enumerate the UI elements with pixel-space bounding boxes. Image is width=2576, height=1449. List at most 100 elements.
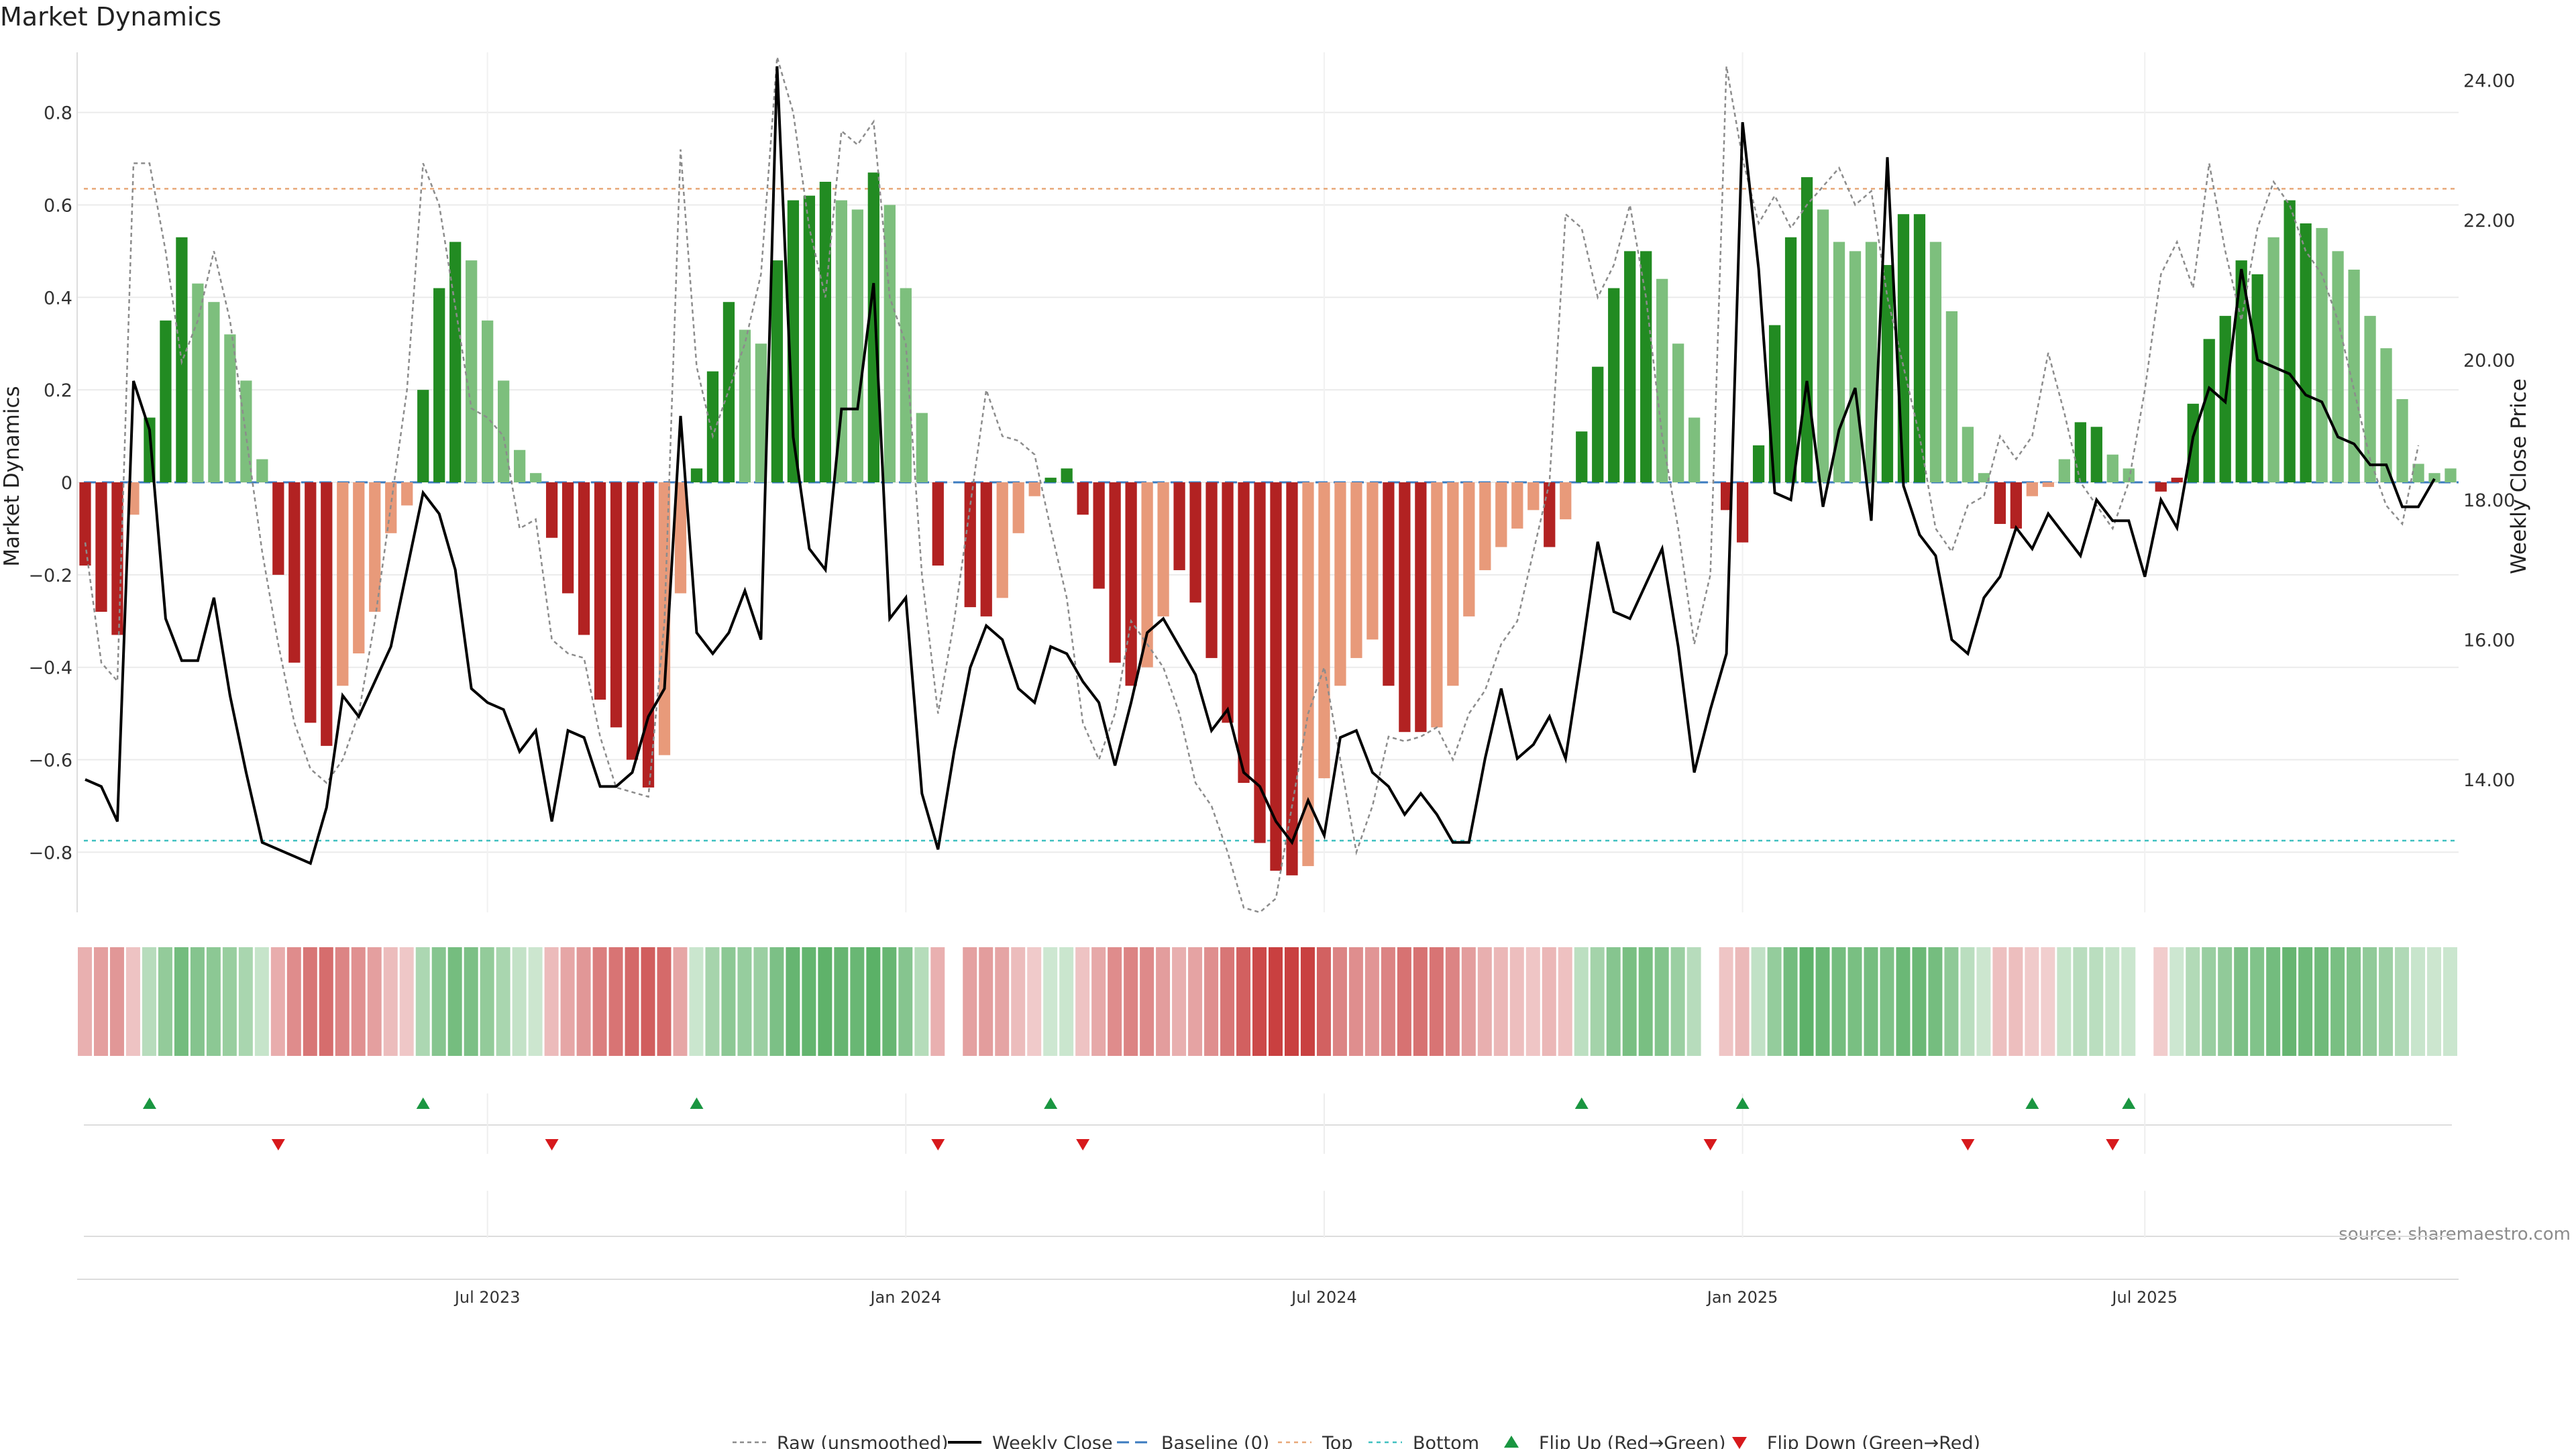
dynamics-bar <box>529 473 542 482</box>
heatmap-cell <box>2121 947 2136 1056</box>
dynamics-bar <box>1318 482 1330 779</box>
dynamics-bar <box>1511 482 1523 529</box>
heatmap-cell <box>2186 947 2200 1056</box>
heatmap-cell <box>834 947 849 1056</box>
x-axis-ticks: Jul 2023 Jan 2024 Jul 2024 Jan 2025 Jul 2025 <box>77 1279 2459 1307</box>
dynamics-bar <box>1495 482 1507 547</box>
weekly-close-line <box>85 66 2436 865</box>
heatmap-cell <box>415 947 430 1056</box>
dynamics-bar <box>1012 482 1024 533</box>
flip-down-marker <box>271 1139 285 1150</box>
dynamics-bar <box>160 320 172 482</box>
heatmap-cell <box>866 947 881 1056</box>
dynamics-bar <box>2155 482 2167 492</box>
heatmap-cell <box>1590 947 1605 1056</box>
heatmap-cell <box>1220 947 1235 1056</box>
y-axis-ticks: −0.8 −0.6 −0.4 −0.2 0 0.2 0.4 0.6 0.8 <box>28 103 72 864</box>
flip-down-marker <box>545 1139 559 1150</box>
heatmap-cell <box>1413 947 1428 1056</box>
heatmap-cell <box>1783 947 1798 1056</box>
heatmap-cell <box>1735 947 1750 1056</box>
heatmap-cell <box>2379 947 2394 1056</box>
flip-up-marker <box>2122 1097 2136 1109</box>
dynamics-bar <box>755 343 767 482</box>
flip-down-marker <box>1961 1139 1975 1150</box>
dynamics-bar <box>1125 482 1137 686</box>
source-label: source: sharemaestro.com <box>2339 1224 2571 1244</box>
y2-tick-label: 14.00 <box>2463 770 2515 791</box>
heatmap-cell <box>2427 947 2442 1056</box>
heatmap-cell <box>1108 947 1122 1056</box>
dynamics-bar <box>1865 241 1878 482</box>
heatmap-cell <box>1269 947 1283 1056</box>
dynamics-bar <box>1784 237 1797 482</box>
y-tick-label: 0.2 <box>44 380 72 401</box>
heatmap-cell <box>399 947 414 1056</box>
heatmap-cell <box>1606 947 1621 1056</box>
heatmap-cell <box>2363 947 2377 1056</box>
dynamics-bar <box>240 380 252 482</box>
heatmap-cell <box>512 947 527 1056</box>
heatmap-cell <box>238 947 253 1056</box>
heatmap-cell <box>673 947 688 1056</box>
dynamics-bar <box>722 302 735 482</box>
dynamics-bar <box>1254 482 1266 843</box>
y2-tick-label: 24.00 <box>2463 71 2515 92</box>
flip-up-marker <box>1574 1097 1589 1109</box>
heatmap-cell <box>2041 947 2055 1056</box>
dynamics-bar <box>2106 454 2118 482</box>
dynamics-bar <box>1431 482 1443 728</box>
heatmap-cell <box>1300 947 1315 1056</box>
dynamics-bar <box>321 482 333 746</box>
dynamics-bar <box>353 482 365 654</box>
y2-tick-label: 20.00 <box>2463 351 2515 372</box>
dynamics-bar <box>626 482 639 760</box>
dynamics-bar <box>739 329 751 482</box>
chart-title: Market Dynamics <box>0 2 221 32</box>
heatmap-cell <box>286 947 301 1056</box>
heatmap-cell <box>1719 947 1733 1056</box>
dynamics-bar <box>1768 325 1781 482</box>
heatmap-cell <box>319 947 333 1056</box>
dynamics-bar <box>2235 260 2247 482</box>
heatmap-cell <box>1638 947 1653 1056</box>
heatmap-cell <box>1445 947 1460 1056</box>
heatmap-cell <box>1204 947 1219 1056</box>
heatmap-cell <box>1558 947 1572 1056</box>
flip-up-marker <box>1044 1097 1058 1109</box>
heatmap-cell <box>963 947 977 1056</box>
dynamics-bar <box>1350 482 1362 658</box>
dynamics-bar <box>1077 482 1089 515</box>
legend-flip-up-label: Flip Up (Red→Green) <box>1539 1433 1726 1449</box>
heatmap-cell <box>1815 947 1830 1056</box>
dynamics-bar <box>1366 482 1379 640</box>
dynamics-bar <box>867 172 879 482</box>
flip-up-marker <box>142 1097 156 1109</box>
dynamics-bar <box>1399 482 1411 733</box>
heatmap-cell <box>737 947 752 1056</box>
dynamics-bar <box>1157 482 1169 616</box>
dynamics-bar <box>1334 482 1346 686</box>
heatmap-cell <box>1574 947 1589 1056</box>
dynamics-bar <box>2428 473 2440 482</box>
series-lines <box>84 56 2436 914</box>
dynamics-bar <box>964 482 976 608</box>
heatmap-cell <box>335 947 350 1056</box>
flip-down-marker <box>2106 1139 2120 1150</box>
dynamics-bar <box>1044 478 1057 482</box>
heatmap-cell <box>1654 947 1669 1056</box>
heatmap-cell <box>1831 947 1846 1056</box>
heatmap-cell <box>1976 947 1991 1056</box>
dynamics-bar <box>2380 348 2392 482</box>
dynamics-bar <box>1688 417 1701 482</box>
dynamics-bar <box>835 200 847 482</box>
heatmap-cell <box>1542 947 1556 1056</box>
heatmap-cell <box>528 947 543 1056</box>
dynamics-bar <box>1945 311 1958 482</box>
dynamics-bar <box>1238 482 1250 784</box>
dynamics-bar <box>79 482 91 566</box>
heatmap-cell <box>1751 947 1766 1056</box>
y-tick-label: 0.6 <box>44 195 72 216</box>
dynamics-bar <box>337 482 349 686</box>
dynamics-bar <box>980 482 992 616</box>
